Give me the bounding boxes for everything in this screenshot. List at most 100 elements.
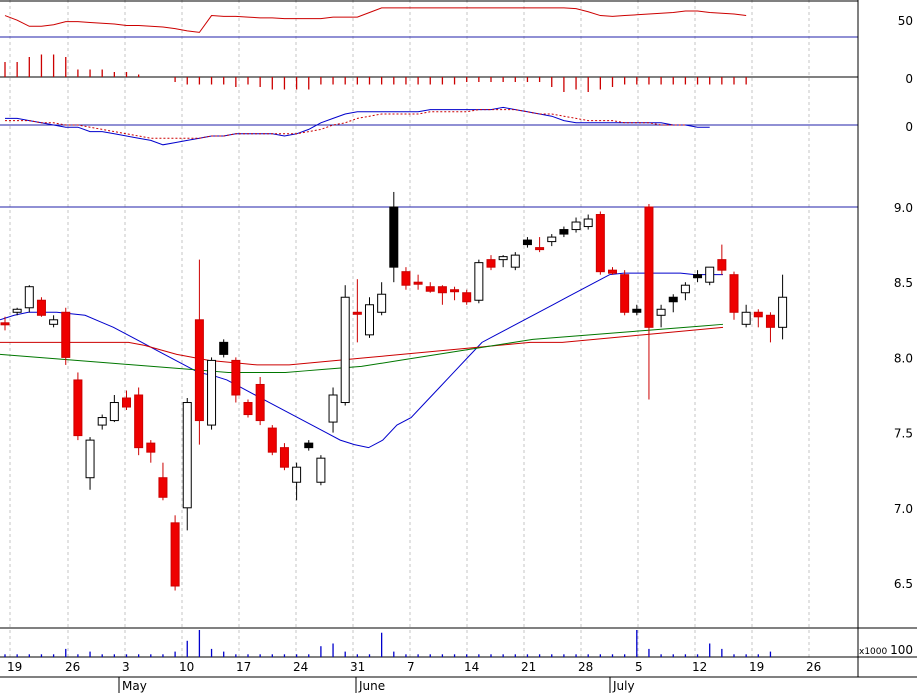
month-label: July [612, 679, 635, 693]
candle-body [85, 439, 95, 479]
candle-body [522, 239, 532, 246]
candle-body [510, 254, 520, 268]
candle-body [97, 417, 107, 426]
price-tick-label: 8.0 [894, 351, 913, 365]
x-tick-label: 24 [293, 660, 308, 674]
indicator-c-line [5, 106, 710, 146]
candle-body [352, 311, 362, 315]
vertical-gridlines [9, 0, 810, 657]
candle-body [219, 341, 229, 355]
panel-frames [0, 0, 917, 678]
x-tick-label: 19 [749, 660, 764, 674]
axis-labels: 50 0 0 9.0 8.5 8.0 7.5 7.0 6.5 x1000 100 19 26 3 10 17 2… [7, 14, 913, 693]
indicator-b-tick-label: 0 [905, 72, 913, 86]
indicator-a-tick-label: 50 [898, 14, 913, 28]
x-tick-label: 19 [7, 660, 22, 674]
candle-body [668, 296, 678, 303]
candle-body [741, 311, 751, 325]
candle-body [170, 522, 180, 587]
candle-body [243, 402, 253, 416]
x-tick-label: 10 [179, 660, 194, 674]
candle-body [49, 319, 59, 325]
x-tick-label: 5 [635, 660, 643, 674]
x-tick-label: 26 [806, 660, 821, 674]
candle-body [547, 236, 557, 243]
moving-average-line [0, 272, 723, 449]
candle-body [340, 296, 350, 404]
x-tick-label: 3 [122, 660, 130, 674]
candle-body [255, 383, 265, 422]
candle-body [61, 311, 71, 358]
candle-body [146, 442, 156, 453]
candle-body [12, 308, 22, 313]
x-tick-label: 26 [65, 660, 80, 674]
candle-body [462, 292, 472, 303]
month-label: May [122, 679, 147, 693]
candle-body [474, 262, 484, 301]
indicator-a-line [4, 7, 747, 33]
candle-body [644, 206, 654, 328]
price-tick-label: 8.5 [894, 276, 913, 290]
moving-average-line [0, 323, 724, 373]
candle-body [498, 256, 508, 261]
candle-body [0, 322, 10, 326]
candle-body [571, 221, 581, 231]
volume-unit-label: x1000 [859, 647, 888, 657]
candle-body [158, 477, 168, 498]
x-tick-label: 17 [236, 660, 251, 674]
candle-body [632, 308, 642, 313]
candle-body [109, 402, 119, 422]
candle-body [279, 447, 289, 468]
candle-body [717, 259, 727, 271]
candle-body [450, 289, 460, 293]
candle-body [559, 229, 569, 235]
price-tick-label: 7.0 [894, 502, 913, 516]
price-tick-label: 9.0 [894, 201, 913, 215]
candle-body [535, 247, 545, 251]
candle-body [595, 214, 605, 273]
x-tick-label: 12 [692, 660, 707, 674]
candle-body [267, 427, 277, 453]
x-tick-label: 21 [521, 660, 536, 674]
candle-body [583, 218, 593, 228]
moving-average-line [0, 326, 724, 366]
candle-body [765, 314, 775, 328]
candle-body [365, 304, 374, 336]
x-tick-label: 31 [350, 660, 365, 674]
candle-body [778, 296, 788, 328]
data-series [0, 7, 788, 657]
candle-body [753, 311, 763, 318]
indicator-c-tick-label: 0 [905, 120, 913, 134]
candle-body [207, 359, 217, 426]
candle-body [425, 286, 435, 292]
candle-body [389, 206, 399, 268]
indicator-c-signal-line [5, 109, 686, 139]
candle-body [705, 266, 715, 283]
candle-body [304, 442, 314, 449]
candle-body [134, 394, 144, 449]
month-label: June [358, 679, 385, 693]
candle-body [729, 274, 739, 313]
candle-body [122, 397, 131, 408]
candle-body [231, 359, 241, 396]
candle-body [194, 319, 204, 422]
price-tick-label: 6.5 [894, 577, 913, 591]
candle-body [24, 286, 34, 309]
candle-body [73, 379, 83, 437]
x-tick-label: 14 [464, 660, 479, 674]
candle-body [182, 402, 192, 509]
candle-body [656, 308, 666, 316]
x-tick-label: 7 [407, 660, 415, 674]
price-tick-label: 7.5 [894, 427, 913, 441]
candle-body [413, 281, 423, 285]
candle-body [377, 293, 387, 313]
volume-tick-label: 100 [890, 643, 913, 657]
x-tick-label: 28 [578, 660, 593, 674]
candle-body [620, 274, 630, 313]
candle-body [693, 274, 703, 279]
candle-body [486, 259, 496, 268]
candle-body [316, 457, 326, 483]
candle-body [401, 271, 411, 286]
